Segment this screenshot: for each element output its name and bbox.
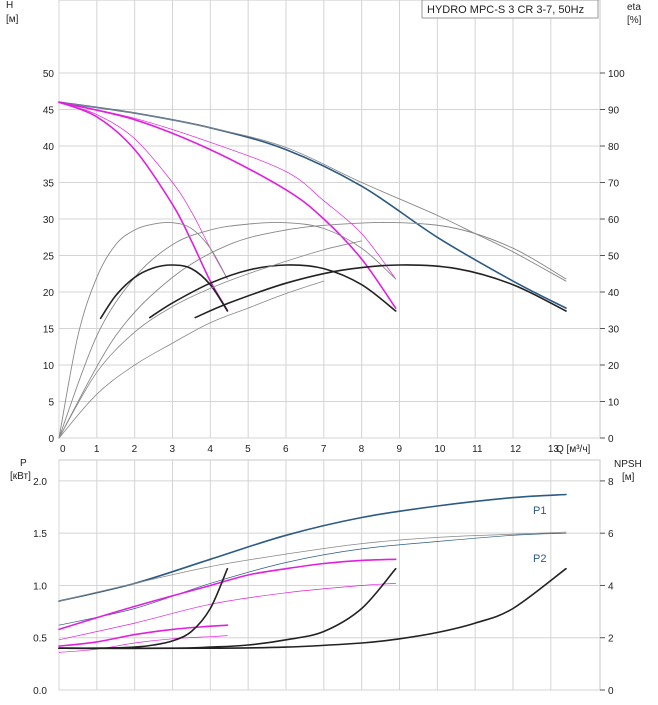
power-curve-5 xyxy=(58,624,229,647)
power-curve-6 xyxy=(58,635,228,653)
head-tick-label: 20 xyxy=(43,288,55,299)
head-tick-label: 30 xyxy=(43,215,55,226)
head-tick-label: 50 xyxy=(43,69,55,80)
power-curve-3 xyxy=(58,558,397,631)
eta-tick-label: 100 xyxy=(608,69,625,80)
flow-tick-label: 9 xyxy=(396,444,402,455)
head-tick-label: 40 xyxy=(43,142,55,153)
flow-axis-label: Q [м³/ч] xyxy=(556,444,591,455)
head-curve-10 xyxy=(149,264,397,319)
flow-tick-label: 13 xyxy=(548,444,560,455)
head-tick-label: 45 xyxy=(43,106,55,117)
npsh-axis-unit: [м] xyxy=(622,472,635,483)
flow-tick-label: 4 xyxy=(207,444,213,455)
head-curve-11 xyxy=(194,264,567,319)
eta-tick-label: 60 xyxy=(608,215,620,226)
head-tick-label: 0 xyxy=(48,434,54,445)
power-tick-label: 1.5 xyxy=(33,529,47,540)
flow-tick-label: 12 xyxy=(510,444,522,455)
head-curve-8 xyxy=(58,221,567,439)
head-tick-label: 5 xyxy=(48,398,54,409)
eta-tick-label: 20 xyxy=(608,361,620,372)
flow-tick-label: 0 xyxy=(60,444,66,455)
eta-tick-label: 10 xyxy=(608,398,620,409)
head-axis-label: H xyxy=(6,0,13,11)
flow-tick-label: 8 xyxy=(359,444,365,455)
flow-tick-label: 3 xyxy=(169,444,175,455)
power-curve-4 xyxy=(58,583,397,641)
series-label-p1: P1 xyxy=(533,505,546,517)
eta-tick-label: 80 xyxy=(608,142,620,153)
head-curve-13 xyxy=(58,240,363,439)
flow-tick-label: 7 xyxy=(321,444,327,455)
title-box-border xyxy=(421,0,599,19)
flow-tick-label: 10 xyxy=(434,444,446,455)
head-tick-label: 35 xyxy=(43,179,55,190)
eta-tick-label: 50 xyxy=(608,252,620,263)
head-curve-1 xyxy=(58,101,567,282)
eta-axis-label: eta xyxy=(627,2,641,13)
power-tick-label: 0.0 xyxy=(33,686,47,697)
npsh-tick-label: 4 xyxy=(608,581,614,592)
power-grid xyxy=(58,460,600,691)
head-curve-3 xyxy=(58,101,397,280)
head-tick-label: 25 xyxy=(43,252,55,263)
flow-tick-label: 6 xyxy=(283,444,289,455)
npsh-tick-label: 8 xyxy=(608,477,614,488)
power-tick-label: 2.0 xyxy=(33,477,47,488)
head-curve-2 xyxy=(58,101,397,309)
flow-tick-label: 1 xyxy=(94,444,100,455)
npsh-tick-label: 0 xyxy=(608,686,614,697)
flow-tick-label: 5 xyxy=(245,444,251,455)
head-curve-7 xyxy=(58,221,397,439)
head-curve-6 xyxy=(58,221,228,439)
npsh-axis-label: NPSH xyxy=(614,459,642,470)
power-tick-label: 1.0 xyxy=(33,581,47,592)
flow-tick-label: 2 xyxy=(132,444,138,455)
head-axis-unit: [м] xyxy=(6,14,19,25)
head-curve-9 xyxy=(99,264,229,320)
head-curve-4 xyxy=(58,101,229,312)
eta-tick-label: 30 xyxy=(608,325,620,336)
head-tick-label: 15 xyxy=(43,325,55,336)
eta-tick-label: 0 xyxy=(608,434,614,445)
power-axis-group: 0.0 0.5 1.0 1.5 2.0 0 2 4 6 8 xyxy=(33,477,614,697)
power-tick-label: 0.5 xyxy=(33,634,47,645)
eta-axis-unit: [%] xyxy=(627,15,642,26)
power-curve-9 xyxy=(58,567,567,650)
head-series-group xyxy=(58,101,567,439)
power-curve-2 xyxy=(58,531,567,602)
series-label-p2: P2 xyxy=(533,553,546,565)
head-curve-12 xyxy=(58,280,325,439)
chart-title-box: HYDRO MPC-S 3 CR 3-7, 50Hz xyxy=(421,0,599,19)
head-axis-group: 0 1 2 3 4 5 6 7 8 9 10 11 12 130510152025303540455001… xyxy=(43,69,625,455)
head-tick-label: 10 xyxy=(43,361,55,372)
flow-tick-label: 11 xyxy=(472,444,483,455)
chart-title: HYDRO MPC-S 3 CR 3-7, 50Hz xyxy=(427,4,584,16)
eta-tick-label: 40 xyxy=(608,288,620,299)
head-grid xyxy=(58,0,600,439)
npsh-tick-label: 2 xyxy=(608,634,614,645)
eta-tick-label: 70 xyxy=(608,179,620,190)
eta-tick-label: 90 xyxy=(608,106,620,117)
npsh-tick-label: 6 xyxy=(608,529,614,540)
power-series-group xyxy=(58,493,567,653)
power-curve-1 xyxy=(58,532,567,626)
power-axis-label: P xyxy=(20,458,27,469)
power-axis-unit: [кВт] xyxy=(10,471,31,482)
